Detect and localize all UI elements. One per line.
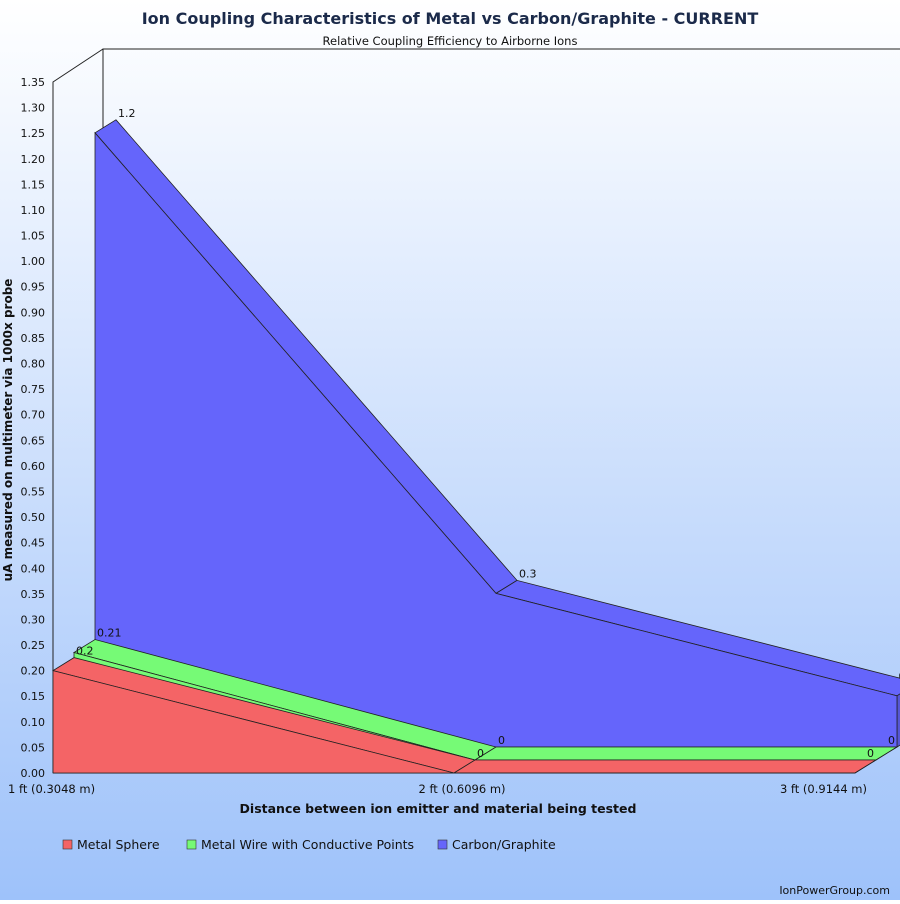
y-tick-label: 0.55	[21, 485, 46, 498]
y-tick-label: 0.00	[21, 767, 46, 780]
chart-title: Ion Coupling Characteristics of Metal vs…	[142, 9, 759, 28]
data-label: 1.2	[118, 107, 136, 120]
legend-label: Carbon/Graphite	[452, 837, 556, 852]
y-tick-label: 0.45	[21, 537, 46, 550]
data-label: 0	[888, 734, 895, 747]
data-label: 0.3	[519, 567, 537, 580]
data-label: 0	[498, 734, 505, 747]
y-tick-label: 1.30	[21, 102, 46, 115]
y-tick-label: 1.00	[21, 255, 46, 268]
data-label: 0	[477, 747, 484, 760]
chart-subtitle: Relative Coupling Efficiency to Airborne…	[323, 34, 578, 48]
y-tick-label: 0.35	[21, 588, 46, 601]
y-tick-label: 0.65	[21, 434, 46, 447]
data-label: 0.21	[97, 627, 122, 640]
y-tick-label: 0.30	[21, 613, 46, 626]
footer-credit: IonPowerGroup.com	[779, 884, 890, 897]
legend-item: Carbon/Graphite	[438, 837, 556, 852]
x-axis-title: Distance between ion emitter and materia…	[240, 801, 637, 816]
x-tick-label: 3 ft (0.9144 m)	[780, 782, 867, 796]
y-tick-label: 0.85	[21, 332, 46, 345]
y-tick-label: 0.60	[21, 460, 46, 473]
y-tick-label: 1.35	[21, 76, 46, 89]
area-top-segment	[475, 747, 897, 760]
y-tick-label: 0.20	[21, 665, 46, 678]
legend-label: Metal Wire with Conductive Points	[201, 837, 414, 852]
data-label: 0	[867, 747, 874, 760]
y-tick-label: 0.10	[21, 716, 46, 729]
x-tick-label: 1 ft (0.3048 m)	[8, 782, 95, 796]
y-tick-label: 1.25	[21, 127, 46, 140]
legend-item: Metal Sphere	[63, 837, 160, 852]
x-tick-label: 2 ft (0.6096 m)	[418, 782, 505, 796]
legend-item: Metal Wire with Conductive Points	[187, 837, 414, 852]
y-tick-label: 1.15	[21, 178, 46, 191]
area-top-segment	[454, 760, 876, 773]
legend-label: Metal Sphere	[77, 837, 160, 852]
y-tick-label: 0.70	[21, 409, 46, 422]
legend: Metal Sphere Metal Wire with Conductive P…	[63, 837, 556, 852]
legend-swatch	[187, 840, 196, 849]
y-tick-label: 0.75	[21, 383, 46, 396]
y-tick-label: 0.25	[21, 639, 46, 652]
y-tick-label: 0.15	[21, 690, 46, 703]
y-tick-label: 1.20	[21, 153, 46, 166]
y-tick-label: 0.90	[21, 306, 46, 319]
y-tick-label: 0.05	[21, 741, 46, 754]
legend-swatch	[63, 840, 72, 849]
y-tick-label: 1.10	[21, 204, 46, 217]
data-label: 0.2	[76, 645, 94, 658]
y-tick-label: 1.05	[21, 230, 46, 243]
legend-swatch	[438, 840, 447, 849]
y-tick-label: 0.95	[21, 281, 46, 294]
y-axis-title: uA measured on multimeter via 1000x prob…	[1, 279, 15, 582]
y-tick-label: 0.40	[21, 562, 46, 575]
y-tick-label: 0.80	[21, 358, 46, 371]
y-tick-label: 0.50	[21, 511, 46, 524]
